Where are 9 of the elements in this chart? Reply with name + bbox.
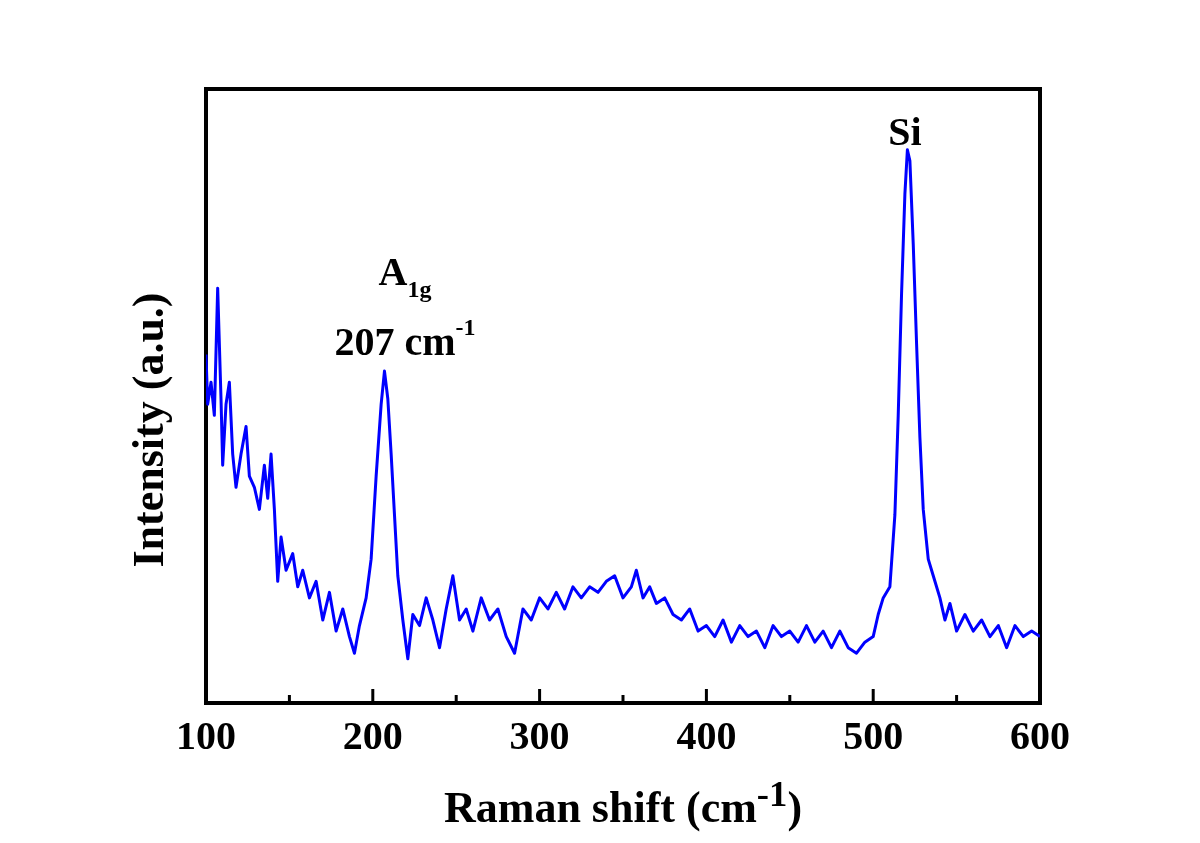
x-tick-label: 300 [509,713,570,759]
y-axis-title: Intensity (a.u.) [122,292,174,568]
x-tick-label: 200 [342,713,403,759]
annotation: Si [888,109,922,155]
x-tick-label: 100 [176,713,236,759]
x-tick-label: 500 [843,713,904,759]
x-tick-label: 400 [676,713,737,759]
x-axis-title: Raman shift (cm$^{-1}$) [443,772,803,834]
x-tick-label: 600 [1010,713,1070,759]
